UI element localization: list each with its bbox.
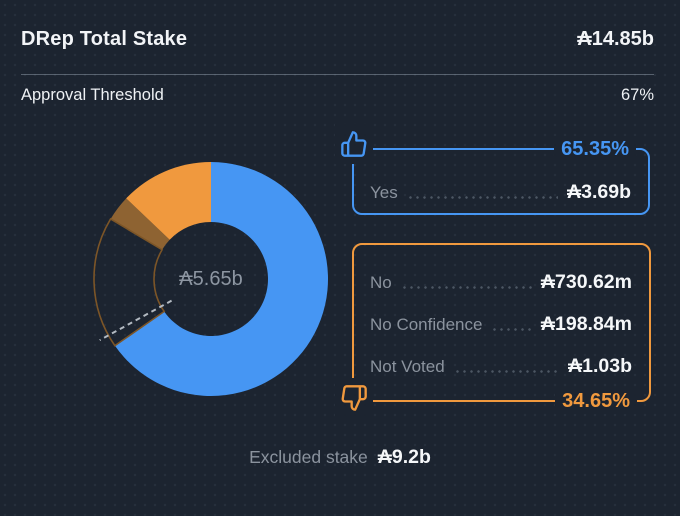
no-votes-box: No ₳730.62m No Confidence ₳198.84m Not V… [335, 243, 651, 418]
no-row: No ₳730.62m [370, 271, 632, 294]
card-header: DRep Total Stake ₳14.85b [21, 28, 654, 51]
threshold-marker-line [99, 299, 173, 342]
donut-segment-yes[interactable] [114, 162, 329, 396]
not-voted-label: Not Voted [370, 357, 445, 376]
donut-chart[interactable] [61, 129, 361, 429]
approval-threshold-row: Approval Threshold 67% [21, 86, 654, 105]
donut-segment-not-voted[interactable] [93, 217, 166, 347]
header-divider [21, 74, 654, 75]
excluded-stake-value: ₳9.2b [377, 446, 431, 468]
no-confidence-label: No Confidence [370, 315, 483, 334]
total-stake-value: ₳14.85b [577, 28, 654, 50]
thumbs-up-icon [335, 124, 373, 164]
no-percentage: 34.65% [555, 388, 637, 414]
dotted-leader [453, 370, 560, 373]
not-voted-value: ₳1.03b [568, 355, 632, 377]
no-confidence-value: ₳198.84m [540, 313, 632, 335]
excluded-stake-row: Excluded stake ₳9.2b [0, 446, 680, 469]
yes-votes-box: 65.35% Yes ₳3.69b [335, 124, 650, 215]
excluded-stake-label: Excluded stake [249, 447, 368, 467]
yes-row: Yes ₳3.69b [370, 181, 631, 204]
donut-segment-no-confidence[interactable] [110, 198, 170, 250]
dotted-leader [491, 328, 532, 331]
yes-value: ₳3.69b [567, 181, 631, 203]
no-label: No [370, 273, 392, 292]
approval-threshold-label: Approval Threshold [21, 86, 164, 104]
thumbs-down-icon [335, 378, 373, 418]
yes-label: Yes [370, 183, 398, 202]
dotted-leader [406, 196, 559, 199]
yes-percentage: 65.35% [554, 136, 636, 162]
no-confidence-row: No Confidence ₳198.84m [370, 313, 632, 336]
approval-threshold-value: 67% [620, 86, 654, 104]
page-title: DRep Total Stake [21, 28, 188, 50]
donut-segment-no[interactable] [126, 162, 211, 240]
not-voted-row: Not Voted ₳1.03b [370, 355, 632, 378]
no-value: ₳730.62m [540, 271, 632, 293]
dotted-leader [400, 286, 532, 289]
